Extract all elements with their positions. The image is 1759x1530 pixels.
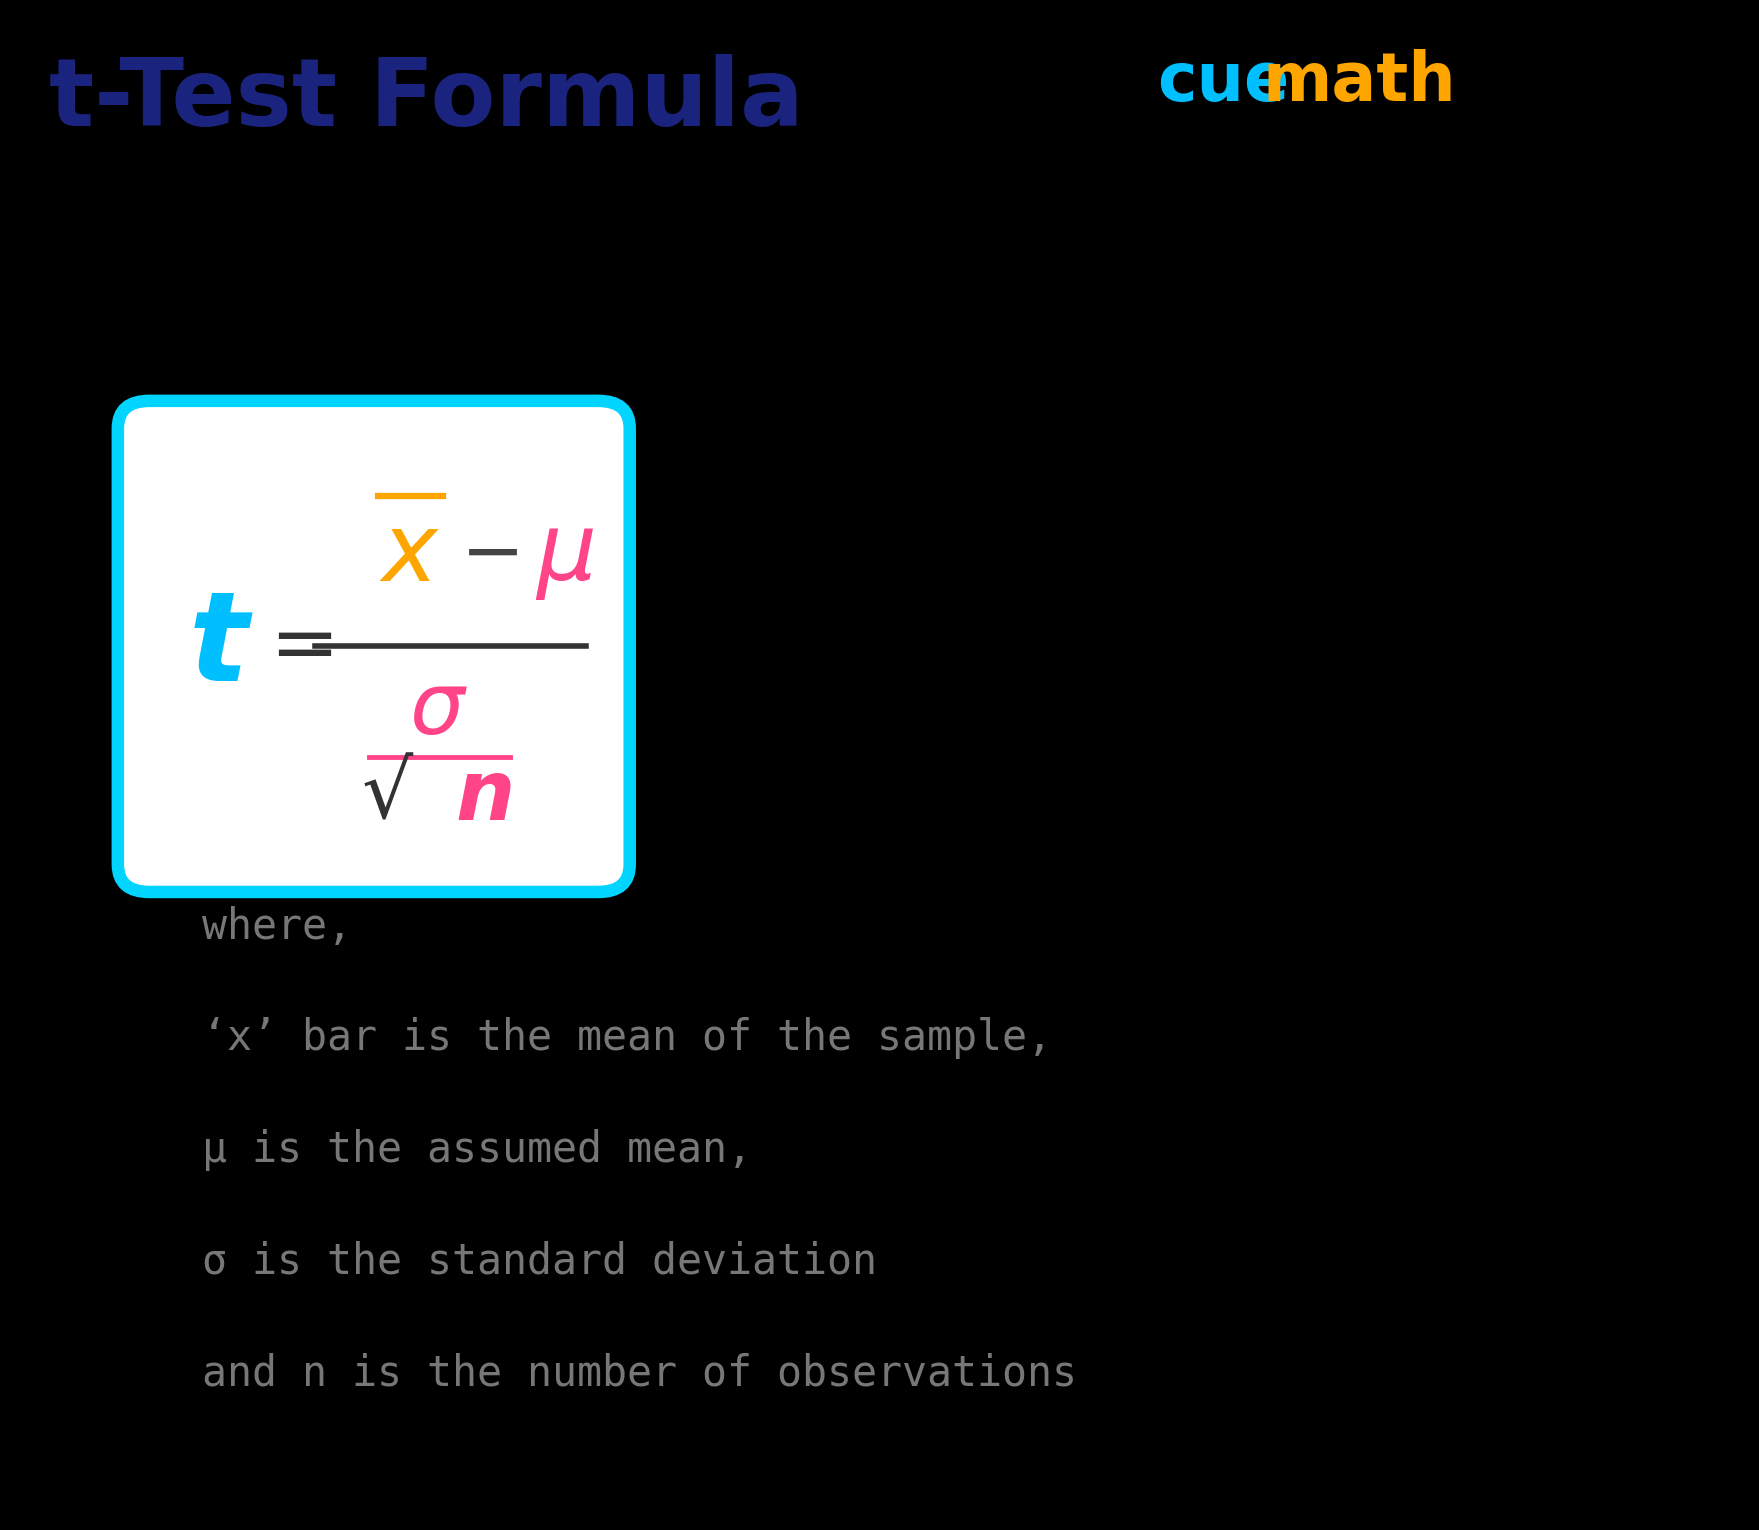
Text: math: math [1263, 49, 1456, 115]
FancyBboxPatch shape [118, 401, 630, 892]
Text: =: = [269, 606, 339, 687]
Text: 🚀: 🚀 [1055, 49, 1105, 130]
Text: μ: μ [536, 509, 596, 600]
Text: t-Test Formula: t-Test Formula [49, 54, 804, 145]
Text: σ is the standard deviation: σ is the standard deviation [202, 1241, 878, 1282]
Text: cue: cue [1157, 49, 1289, 115]
Text: x: x [382, 509, 438, 600]
Text: t: t [188, 586, 248, 707]
Text: −: − [461, 517, 524, 592]
Text: σ: σ [408, 669, 464, 753]
Text: μ is the assumed mean,: μ is the assumed mean, [202, 1129, 753, 1170]
Text: √: √ [361, 757, 413, 835]
Text: and n is the number of observations: and n is the number of observations [202, 1353, 1077, 1394]
Text: ‘x’ bar is the mean of the sample,: ‘x’ bar is the mean of the sample, [202, 1017, 1052, 1059]
Text: where,: where, [202, 906, 352, 947]
Text: n: n [456, 756, 515, 837]
